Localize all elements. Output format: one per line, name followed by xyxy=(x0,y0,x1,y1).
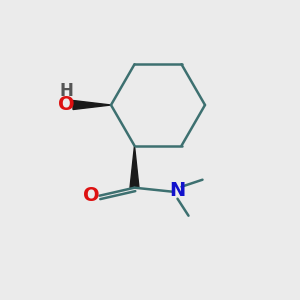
Text: O: O xyxy=(83,186,100,205)
Text: O: O xyxy=(58,95,74,115)
Polygon shape xyxy=(130,146,139,188)
Text: N: N xyxy=(169,181,186,200)
Polygon shape xyxy=(73,100,111,109)
Text: H: H xyxy=(59,82,73,100)
